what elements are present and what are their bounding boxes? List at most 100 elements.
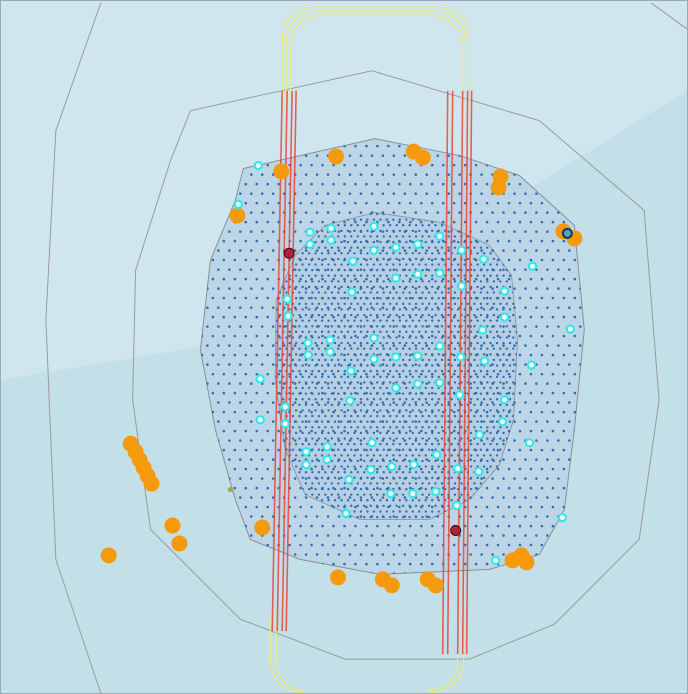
orange-feature[interactable] [100,547,117,564]
red-marker-2[interactable] [450,524,462,536]
cyan-marker[interactable] [526,360,537,370]
cyan-marker[interactable] [435,231,445,242]
orange-feature[interactable] [383,577,400,594]
grid-dot [505,369,509,373]
cyan-marker[interactable] [391,273,401,283]
cyan-marker[interactable] [341,508,351,519]
cyan-marker[interactable] [478,254,489,264]
orange-feature[interactable] [414,149,431,166]
cyan-marker[interactable] [255,374,265,384]
grid-dot [388,403,392,407]
grid-dot [359,375,363,379]
cyan-marker[interactable] [326,223,336,234]
cyan-marker[interactable] [322,442,332,452]
cyan-marker[interactable] [280,402,290,412]
cyan-marker[interactable] [305,239,315,249]
orange-feature[interactable] [164,517,181,534]
cyan-marker[interactable] [282,294,292,304]
cyan-marker[interactable] [283,311,293,321]
cyan-marker[interactable] [369,354,379,364]
cyan-marker[interactable] [557,512,568,523]
orange-feature[interactable] [328,148,344,165]
cyan-marker[interactable] [497,417,508,427]
cyan-marker[interactable] [322,454,332,465]
cyan-marker[interactable] [499,395,510,405]
orange-feature[interactable] [273,163,290,180]
cyan-marker[interactable] [345,396,355,406]
cyan-marker[interactable] [561,227,573,239]
cyan-marker[interactable] [301,447,311,457]
grid-dot [482,409,486,412]
cyan-marker[interactable] [369,221,379,232]
cyan-marker[interactable] [369,333,379,343]
cyan-marker[interactable] [413,379,423,389]
cyan-marker[interactable] [435,268,445,278]
cyan-marker[interactable] [527,261,538,271]
cyan-marker[interactable] [325,335,335,345]
cyan-marker[interactable] [455,352,466,362]
cyan-marker[interactable] [408,488,418,499]
red-marker-1[interactable] [283,247,295,259]
cyan-marker[interactable] [435,378,445,388]
olive-marker[interactable] [227,487,233,493]
orange-feature[interactable] [254,519,271,536]
cyan-marker[interactable] [431,486,441,497]
orange-feature[interactable] [330,569,346,586]
cyan-marker[interactable] [325,347,335,357]
cyan-marker[interactable] [456,245,467,255]
orange-feature[interactable] [490,179,507,196]
cyan-marker[interactable] [303,338,313,348]
cyan-marker[interactable] [303,350,313,360]
cyan-marker[interactable] [499,286,510,296]
orange-feature[interactable] [229,207,246,224]
orange-feature[interactable] [518,554,535,571]
cyan-marker[interactable] [565,324,576,334]
cyan-marker[interactable] [387,461,397,472]
cyan-marker[interactable] [301,459,311,470]
grid-dot [458,173,461,176]
orange-feature[interactable] [143,475,160,492]
cyan-marker[interactable] [435,341,445,351]
cyan-marker[interactable] [326,235,336,245]
cyan-marker[interactable] [344,474,354,485]
grid-dot [249,496,253,499]
cyan-marker[interactable] [348,256,358,266]
grid-dot [456,375,460,379]
cyan-marker[interactable] [477,325,488,335]
orange-feature[interactable] [427,577,444,594]
cyan-marker[interactable] [280,419,290,429]
grid-dot [304,173,308,176]
cyan-marker[interactable] [369,245,379,255]
cyan-marker[interactable] [474,430,485,440]
cyan-marker[interactable] [347,287,357,297]
cyan-marker[interactable] [454,390,465,400]
orange-feature[interactable] [171,535,188,552]
cyan-marker[interactable] [473,466,484,477]
cyan-marker[interactable] [456,281,467,291]
cyan-marker[interactable] [305,227,315,238]
cyan-marker[interactable] [499,312,510,322]
cyan-marker[interactable] [490,555,501,566]
cyan-marker[interactable] [413,269,423,279]
cyan-marker[interactable] [366,464,376,475]
cyan-marker[interactable] [391,242,401,252]
cyan-marker[interactable] [233,199,243,210]
cyan-marker[interactable] [413,351,423,361]
grid-dot [408,504,411,508]
cyan-marker[interactable] [524,438,535,448]
grid-dot [382,336,385,339]
cyan-marker[interactable] [346,366,356,376]
cyan-marker[interactable] [452,463,463,474]
cyan-marker[interactable] [413,239,423,249]
cyan-marker[interactable] [451,500,462,511]
cyan-marker[interactable] [367,438,377,448]
cyan-marker[interactable] [479,356,490,366]
cyan-marker[interactable] [432,449,442,460]
cyan-marker[interactable] [386,488,396,499]
cyan-marker[interactable] [391,383,401,393]
cyan-marker[interactable] [409,459,419,470]
cyan-marker[interactable] [253,160,263,171]
cyan-marker[interactable] [255,415,265,425]
cyan-marker[interactable] [391,352,401,362]
